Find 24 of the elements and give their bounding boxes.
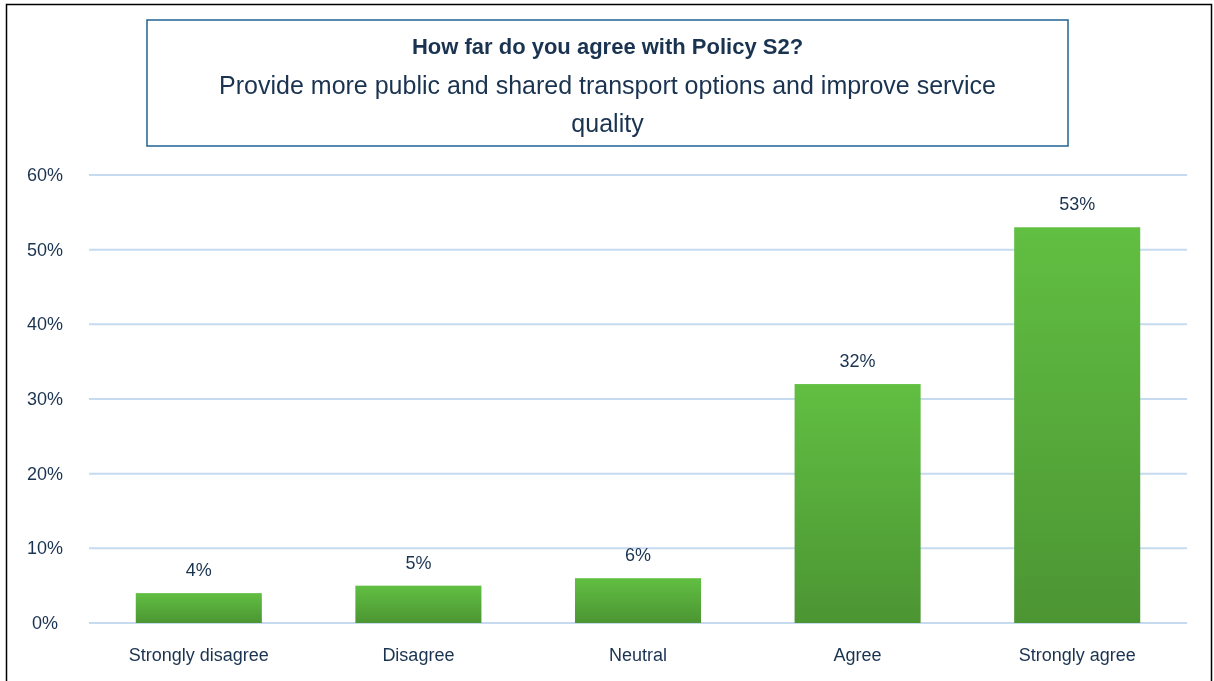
x-tick-label: Strongly disagree [128,645,269,665]
x-tick-label: Agree [833,645,882,665]
y-tick-label: 10% [26,538,64,559]
chart-title: How far do you agree with Policy S2? [411,34,804,59]
y-tick-label: 0% [31,613,59,633]
x-tick-label: Disagree [382,645,455,665]
x-tick-label: Neutral [608,645,668,665]
data-label: 5% [405,552,432,573]
y-tick-label: 60% [26,165,64,185]
y-tick-label: 40% [26,314,64,335]
bar [355,585,482,623]
chart-subtitle: Provide more public and shared transport options and improve service quality [219,71,996,137]
bar [574,578,702,623]
data-label: 6% [624,545,652,566]
x-tick-label: Strongly agree [1018,645,1136,665]
y-tick-label: 20% [26,463,64,484]
data-label: 32% [839,351,876,372]
y-tick-label: 50% [26,239,64,260]
bar [1014,227,1141,623]
bar [794,384,921,623]
bar [135,593,262,623]
data-label: 4% [185,560,212,581]
data-label: 53% [1059,194,1096,215]
y-tick-label: 30% [26,389,64,409]
